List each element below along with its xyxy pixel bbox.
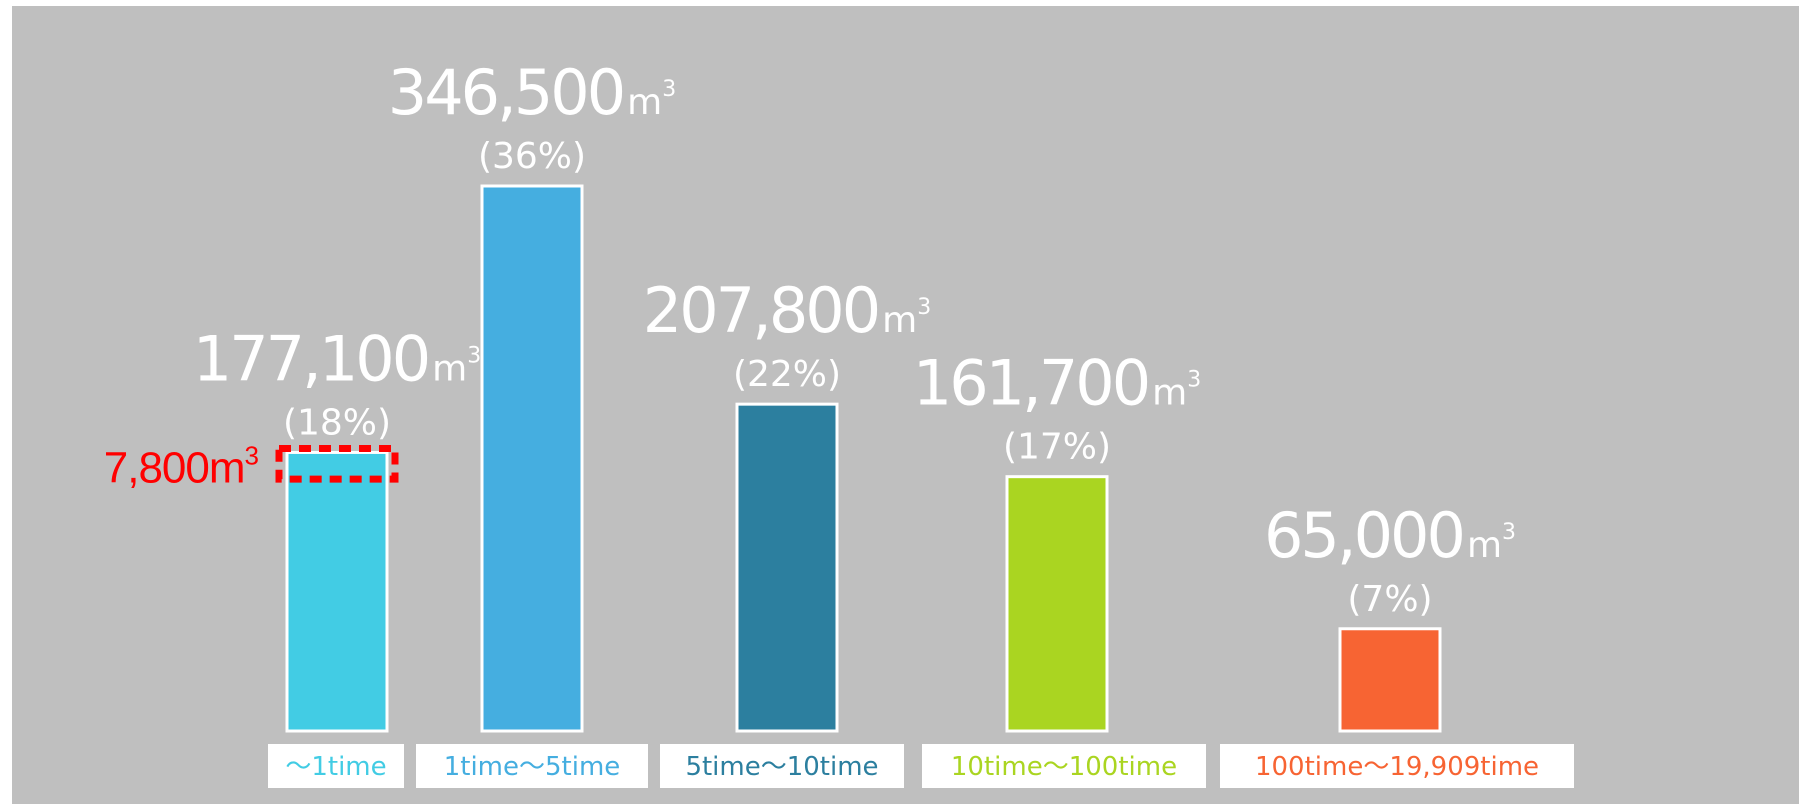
category-label-box-5 bbox=[1220, 744, 1574, 788]
value-label-2: 346,500 m3 bbox=[388, 56, 676, 129]
annotation-label: 7,800m3 bbox=[104, 440, 259, 492]
percent-label-1: (18%) bbox=[283, 402, 391, 443]
category-label-1: 〜1time bbox=[285, 752, 386, 782]
percent-label-3: (22%) bbox=[733, 354, 841, 395]
category-label-5: 100time〜19,909time bbox=[1255, 752, 1539, 782]
chart-panel: (18%) 177,100 m3 〜1time (36%) 346,500 m3 1time〜… bbox=[12, 6, 1799, 804]
bar-1 bbox=[285, 450, 389, 733]
bar-4 bbox=[1005, 475, 1109, 733]
value-label-1: 177,100 m3 bbox=[193, 322, 481, 395]
percent-label-5: (7%) bbox=[1347, 579, 1432, 620]
percent-label-2: (36%) bbox=[478, 136, 586, 177]
value-label-3: 207,800 m3 bbox=[643, 274, 931, 347]
category-label-2: 1time〜5time bbox=[444, 752, 621, 782]
bar-5 bbox=[1338, 627, 1442, 733]
bar-2 bbox=[480, 184, 584, 733]
value-label-5: 65,000 m3 bbox=[1264, 499, 1516, 572]
percent-label-4: (17%) bbox=[1003, 427, 1111, 468]
category-label-box-4 bbox=[922, 744, 1206, 788]
category-label-4: 10time〜100time bbox=[951, 752, 1177, 782]
category-label-3: 5time〜10time bbox=[685, 752, 878, 782]
category-label-box-1 bbox=[268, 744, 404, 788]
annotation-dotted-box bbox=[275, 444, 399, 483]
value-label-4: 161,700 m3 bbox=[913, 347, 1201, 420]
bar-3 bbox=[735, 402, 839, 733]
bar-chart: (18%) 177,100 m3 〜1time (36%) 346,500 m3 1time〜… bbox=[104, 56, 1574, 788]
category-label-box-2 bbox=[416, 744, 648, 788]
category-label-box-3 bbox=[660, 744, 904, 788]
